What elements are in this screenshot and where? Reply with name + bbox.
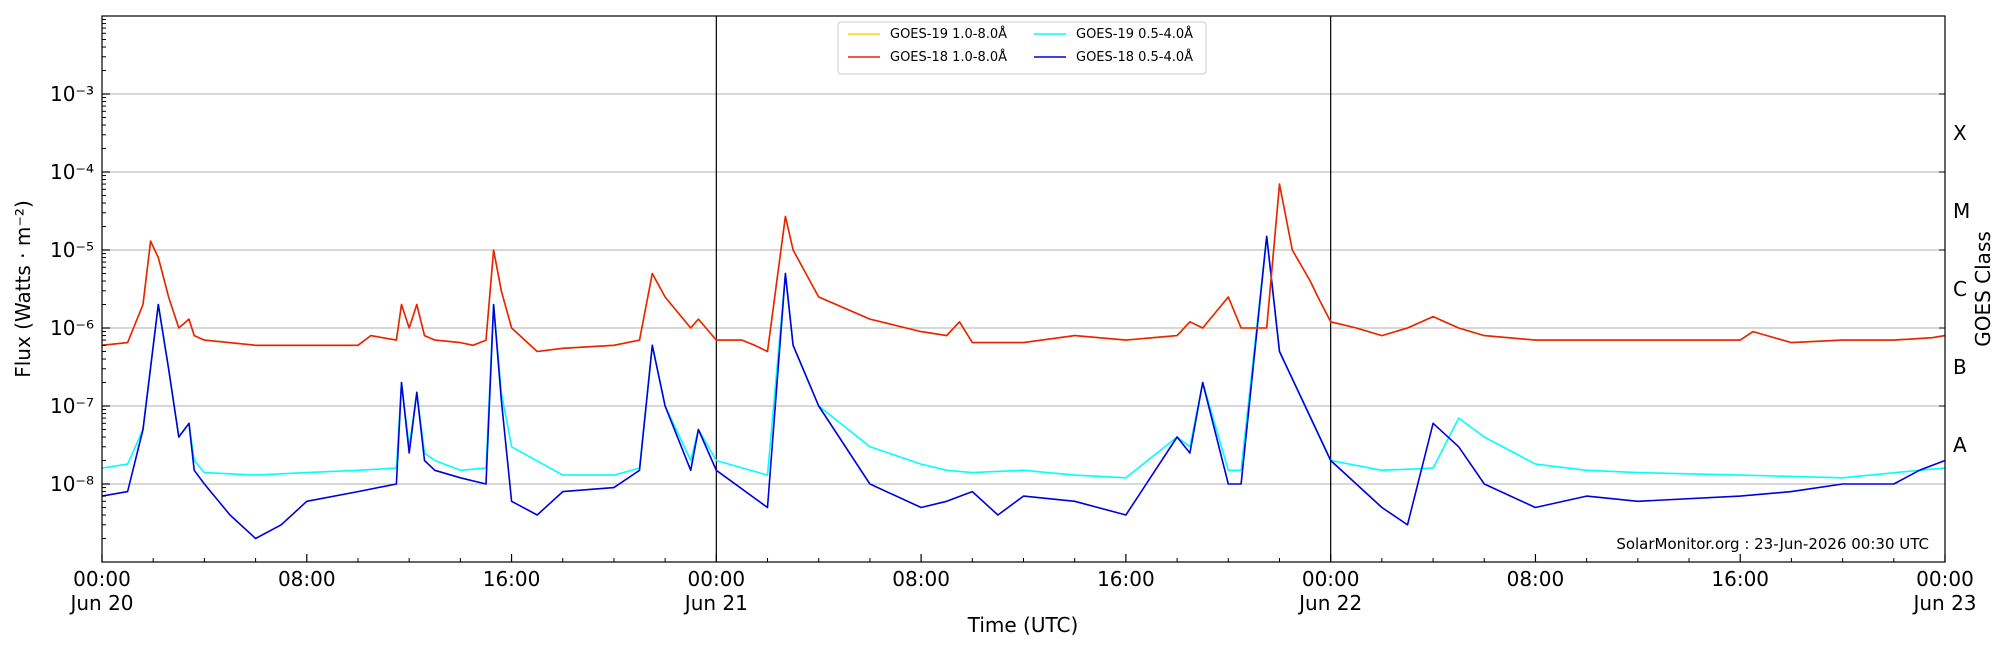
- legend: GOES-19 1.0-8.0Å GOES-18 1.0-8.0Å GOES-19 …: [837, 21, 1207, 75]
- x-tick-label: 16:00: [1711, 567, 1769, 591]
- y-axis-ticks: 10⁻⁸ 10⁻⁷ 10⁻⁶ 10⁻⁵ 10⁻⁴ 10⁻³: [50, 19, 110, 540]
- goes-class-label: M: [1953, 199, 1970, 223]
- x-tick-date-label: Jun 20: [68, 591, 133, 615]
- goes-class-label: A: [1953, 433, 1967, 457]
- x-tick-label: 08:00: [1507, 567, 1565, 591]
- credit-text: SolarMonitor.org : 23-Jun-2026 00:30 UTC: [1616, 535, 1929, 553]
- x-tick-label: 08:00: [278, 567, 336, 591]
- goes-class-labels: A B C M X: [1939, 93, 1970, 457]
- x-tick-date-label: Jun 23: [1911, 591, 1976, 615]
- x-tick-label: 16:00: [483, 567, 541, 591]
- legend-label: GOES-18 0.5-4.0Å: [1076, 49, 1193, 65]
- y-tick-label: 10⁻⁴: [50, 160, 94, 184]
- legend-label: GOES-19 0.5-4.0Å: [1076, 26, 1193, 42]
- legend-label: GOES-19 1.0-8.0Å: [890, 26, 1007, 42]
- series-line-2: [102, 183, 1945, 353]
- y-tick-label: 10⁻⁵: [50, 238, 94, 262]
- y-tick-label: 10⁻⁸: [50, 472, 94, 496]
- goes-class-label: B: [1953, 355, 1967, 379]
- series-line-3: [102, 235, 1945, 479]
- y-tick-label: 10⁻⁷: [50, 394, 94, 418]
- x-tick-label: 16:00: [1097, 567, 1155, 591]
- x-tick-date-label: Jun 21: [683, 591, 748, 615]
- goes-class-label: C: [1953, 277, 1967, 301]
- legend-box: [837, 21, 1207, 75]
- goes-class-label: X: [1953, 121, 1967, 145]
- x-tick-label: 00:00: [1302, 567, 1360, 591]
- series-lines: [102, 183, 1945, 540]
- x-axis-title: Time (UTC): [967, 613, 1079, 637]
- y-tick-label: 10⁻⁶: [50, 316, 94, 340]
- series-line-4: [102, 235, 1945, 540]
- right-axis-title: GOES Class: [1971, 231, 1995, 347]
- x-tick-label: 08:00: [892, 567, 950, 591]
- x-tick-label: 00:00: [1916, 567, 1974, 591]
- x-tick-label: 00:00: [73, 567, 131, 591]
- x-tick-date-label: Jun 22: [1297, 591, 1362, 615]
- x-tick-label: 00:00: [688, 567, 746, 591]
- y-tick-label: 10⁻³: [50, 82, 94, 106]
- legend-label: GOES-18 1.0-8.0Å: [890, 49, 1007, 65]
- y-axis-title: Flux (Watts · m⁻²): [11, 200, 35, 378]
